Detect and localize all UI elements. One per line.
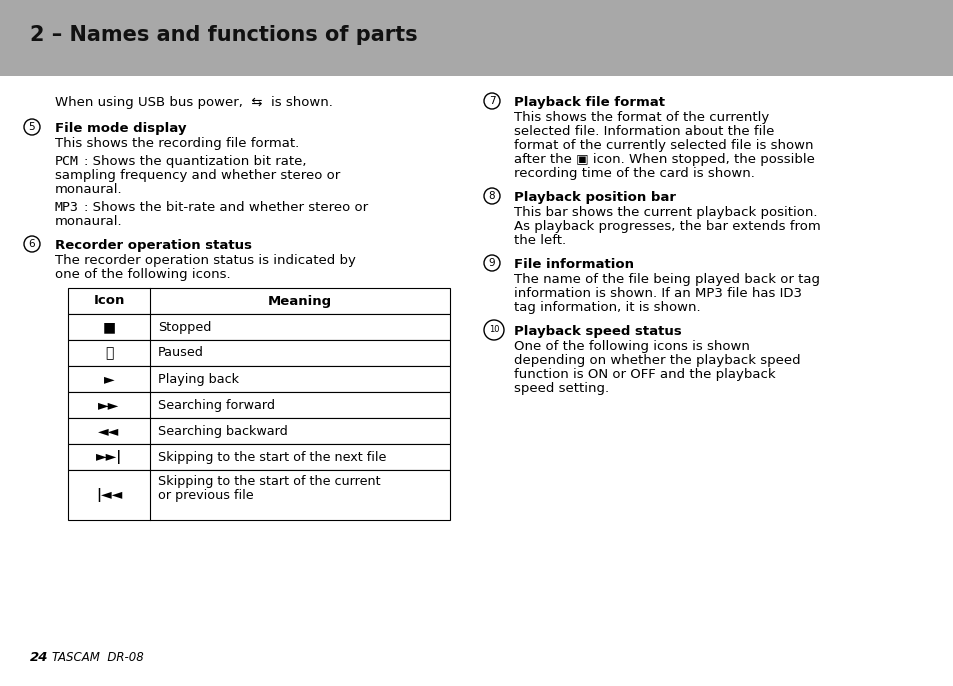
Text: ■: ■ bbox=[102, 320, 115, 334]
Text: speed setting.: speed setting. bbox=[514, 382, 608, 395]
Text: This shows the recording file format.: This shows the recording file format. bbox=[55, 137, 299, 150]
Text: Playback position bar: Playback position bar bbox=[514, 191, 676, 204]
Text: As playback progresses, the bar extends from: As playback progresses, the bar extends … bbox=[514, 220, 820, 233]
Text: PCM: PCM bbox=[55, 155, 79, 168]
Text: MP3: MP3 bbox=[55, 201, 79, 214]
Text: When using USB bus power,  ⇆  is shown.: When using USB bus power, ⇆ is shown. bbox=[55, 96, 333, 109]
Text: monaural.: monaural. bbox=[55, 215, 123, 228]
Bar bbox=[68, 314, 450, 340]
Text: Searching backward: Searching backward bbox=[158, 425, 288, 438]
Text: recording time of the card is shown.: recording time of the card is shown. bbox=[514, 167, 754, 180]
Text: : Shows the quantization bit rate,: : Shows the quantization bit rate, bbox=[84, 155, 306, 168]
Text: or previous file: or previous file bbox=[158, 489, 253, 502]
Bar bbox=[68, 366, 450, 392]
Text: Playback file format: Playback file format bbox=[514, 96, 664, 109]
Text: 7: 7 bbox=[488, 96, 495, 106]
Text: after the ▣ icon. When stopped, the possible: after the ▣ icon. When stopped, the poss… bbox=[514, 153, 814, 166]
Text: Playing back: Playing back bbox=[158, 372, 239, 386]
Text: format of the currently selected file is shown: format of the currently selected file is… bbox=[514, 139, 813, 152]
Text: Paused: Paused bbox=[158, 346, 204, 359]
Text: 24: 24 bbox=[30, 651, 49, 664]
Text: ►►: ►► bbox=[98, 398, 119, 412]
Text: one of the following icons.: one of the following icons. bbox=[55, 268, 231, 281]
Text: the left.: the left. bbox=[514, 234, 565, 247]
Text: information is shown. If an MP3 file has ID3: information is shown. If an MP3 file has… bbox=[514, 287, 801, 300]
Bar bbox=[68, 392, 450, 418]
Text: Playback speed status: Playback speed status bbox=[514, 325, 681, 338]
FancyBboxPatch shape bbox=[0, 0, 953, 76]
Text: Meaning: Meaning bbox=[268, 294, 332, 307]
Text: ►: ► bbox=[104, 372, 114, 386]
Text: 2 – Names and functions of parts: 2 – Names and functions of parts bbox=[30, 25, 417, 45]
Text: Stopped: Stopped bbox=[158, 320, 212, 333]
Text: monaural.: monaural. bbox=[55, 183, 123, 196]
Text: tag information, it is shown.: tag information, it is shown. bbox=[514, 301, 700, 314]
Text: sampling frequency and whether stereo or: sampling frequency and whether stereo or bbox=[55, 169, 340, 182]
Text: File information: File information bbox=[514, 258, 634, 271]
Text: The name of the file being played back or tag: The name of the file being played back o… bbox=[514, 273, 820, 286]
Text: 8: 8 bbox=[488, 191, 495, 201]
Text: 5: 5 bbox=[29, 122, 35, 132]
Text: function is ON or OFF and the playback: function is ON or OFF and the playback bbox=[514, 368, 775, 381]
Text: One of the following icons is shown: One of the following icons is shown bbox=[514, 340, 749, 353]
Text: This shows the format of the currently: This shows the format of the currently bbox=[514, 111, 768, 124]
Text: Recorder operation status: Recorder operation status bbox=[55, 239, 252, 252]
Bar bbox=[68, 418, 450, 444]
Text: 10: 10 bbox=[488, 325, 498, 335]
Text: |◄◄: |◄◄ bbox=[95, 488, 122, 502]
Text: Icon: Icon bbox=[93, 294, 125, 307]
Bar bbox=[68, 288, 450, 314]
Text: 9: 9 bbox=[488, 258, 495, 268]
Text: Skipping to the start of the next file: Skipping to the start of the next file bbox=[158, 451, 386, 464]
Text: ◄◄: ◄◄ bbox=[98, 424, 119, 438]
Bar bbox=[68, 470, 450, 520]
Text: TASCAM  DR-08: TASCAM DR-08 bbox=[52, 651, 144, 664]
Text: : Shows the bit-rate and whether stereo or: : Shows the bit-rate and whether stereo … bbox=[84, 201, 368, 214]
Text: ⏸: ⏸ bbox=[105, 346, 113, 360]
Text: The recorder operation status is indicated by: The recorder operation status is indicat… bbox=[55, 254, 355, 267]
Text: File mode display: File mode display bbox=[55, 122, 186, 135]
Text: depending on whether the playback speed: depending on whether the playback speed bbox=[514, 354, 800, 367]
Text: This bar shows the current playback position.: This bar shows the current playback posi… bbox=[514, 206, 817, 219]
Text: Searching forward: Searching forward bbox=[158, 399, 274, 412]
Text: Skipping to the start of the current: Skipping to the start of the current bbox=[158, 475, 380, 488]
Bar bbox=[68, 340, 450, 366]
Text: ►►|: ►►| bbox=[95, 450, 122, 464]
Bar bbox=[68, 444, 450, 470]
Text: selected file. Information about the file: selected file. Information about the fil… bbox=[514, 125, 774, 138]
Text: 6: 6 bbox=[29, 239, 35, 249]
